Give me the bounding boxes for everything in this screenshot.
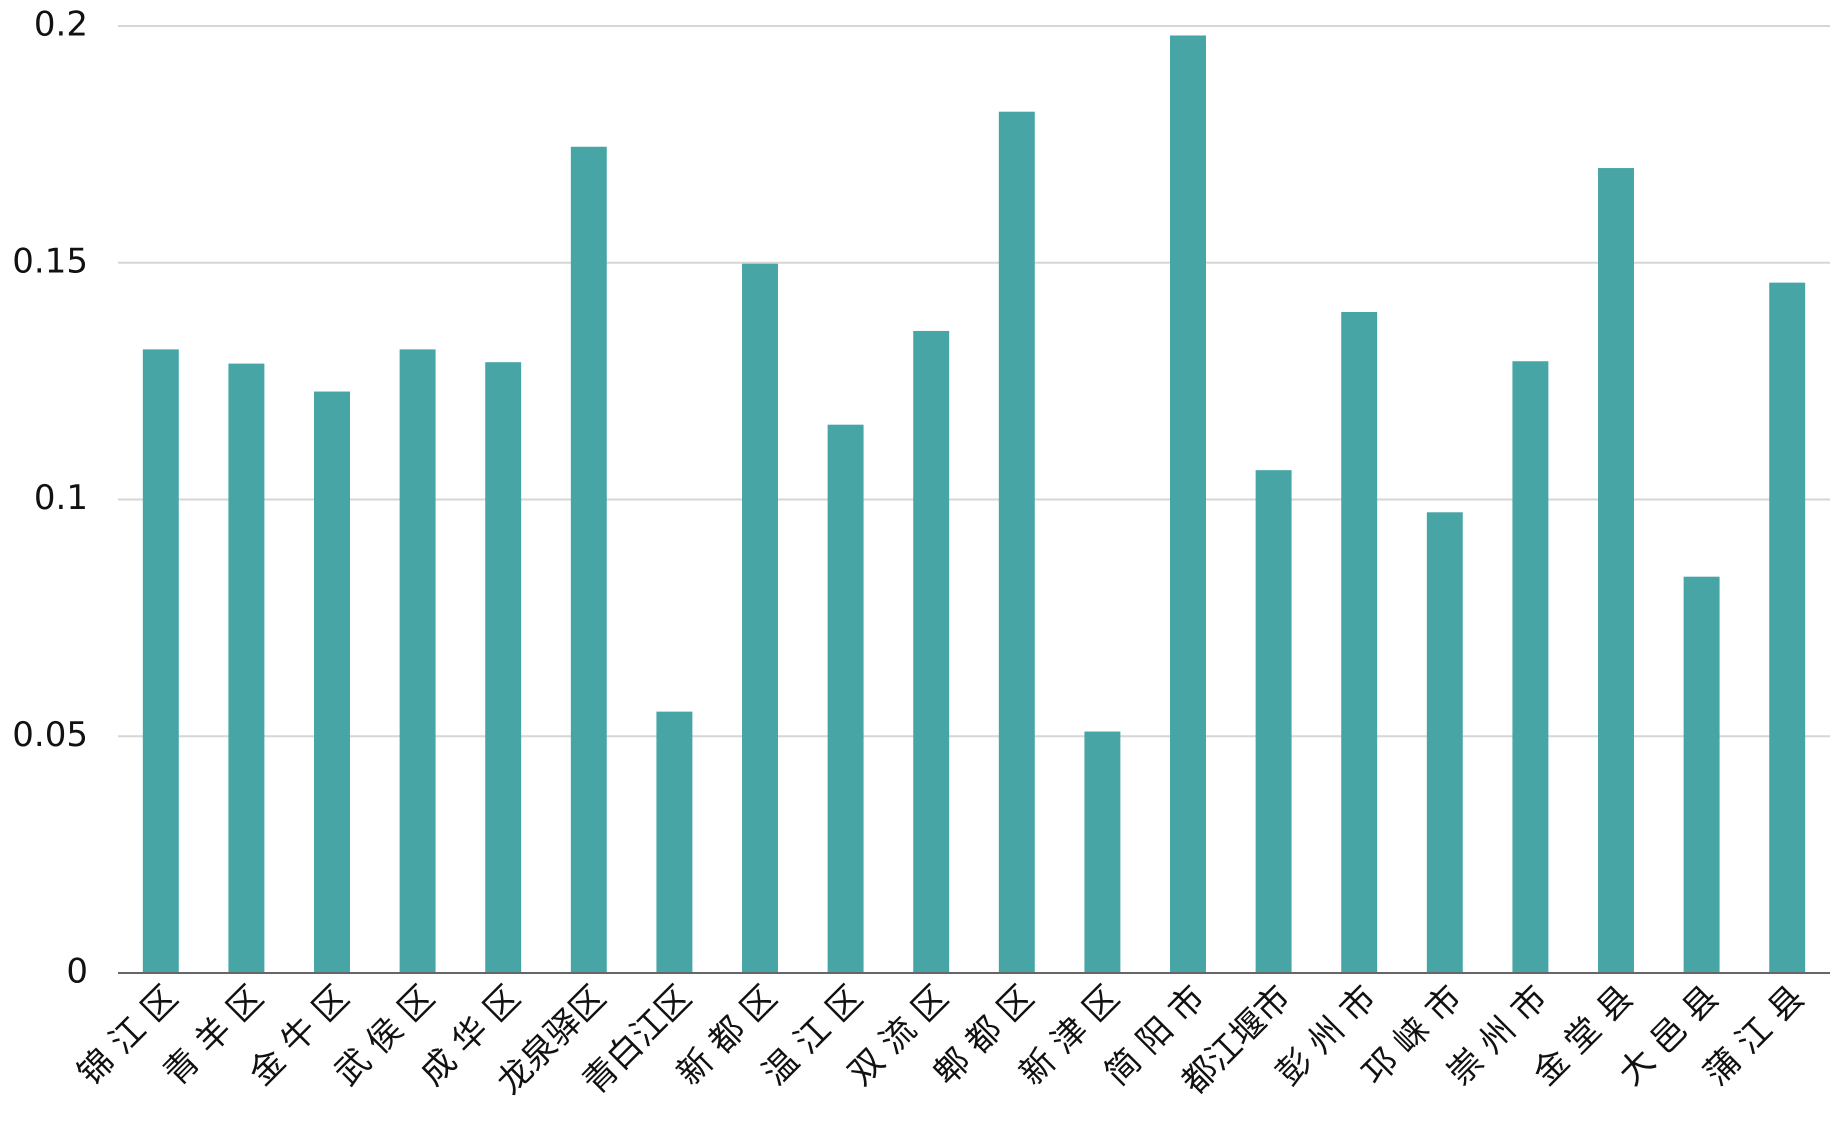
bar: [314, 391, 350, 973]
bar: [485, 362, 522, 973]
y-tick-label: 0: [66, 952, 88, 992]
bar: [570, 146, 607, 973]
bar: [998, 111, 1035, 974]
bar: [1426, 512, 1463, 973]
bar: [228, 363, 265, 974]
bar: [1598, 168, 1634, 974]
y-tick-label: 0.15: [12, 241, 88, 281]
bar: [742, 263, 778, 973]
bar: [1170, 35, 1206, 974]
bar: [1255, 470, 1292, 973]
bar: [399, 349, 436, 973]
y-tick-label: 0.05: [12, 715, 88, 755]
bar: [1769, 282, 1806, 974]
bar: [1683, 576, 1720, 973]
bar: [1512, 361, 1549, 973]
y-tick-label: 0.2: [34, 5, 88, 45]
y-tick-label: 0.1: [34, 478, 88, 518]
bar: [1341, 311, 1378, 973]
bar: [827, 424, 864, 973]
bar: [1084, 731, 1121, 973]
bar: [656, 711, 693, 973]
bar: [913, 330, 950, 974]
bar: [142, 349, 179, 973]
